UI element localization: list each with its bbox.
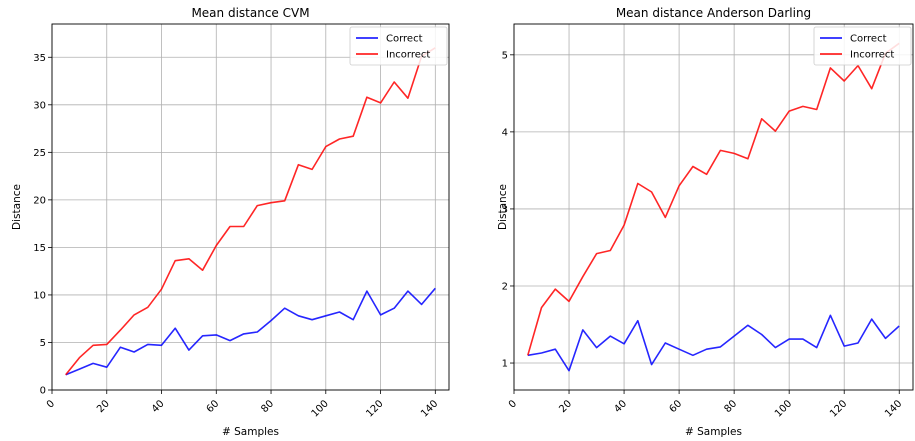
series-line-incorrect	[65, 47, 436, 376]
chart-1: 0 20 40 60 80 100 120 140 0 5 10 15 20 25 30 35 Mean dis…	[11, 6, 450, 438]
x-tick-label: 0	[45, 398, 57, 410]
x-tick-label: 100	[773, 398, 794, 419]
legend-label: Incorrect	[386, 50, 430, 61]
legend-label: Incorrect	[850, 50, 894, 61]
y-tick-label: 5	[502, 50, 508, 61]
x-tick-label: 120	[828, 398, 849, 419]
legend-box	[349, 26, 448, 66]
y-tick-label: 30	[33, 100, 46, 111]
y-tick-label: 2	[502, 281, 508, 292]
y-tick-label: 3	[502, 204, 508, 215]
series-line-correct	[65, 287, 436, 376]
y-tick-label: 5	[40, 338, 46, 349]
legend: Correct Incorrect	[813, 26, 912, 66]
x-tick-label: 40	[150, 398, 167, 415]
chart-2: 0 20 40 60 80 100 120 140 1 2 3 4 5 Mean distance And…	[497, 6, 914, 438]
x-axis-label: # Samples	[222, 426, 279, 438]
x-tick-label: 20	[557, 398, 574, 415]
y-axis-label: Distance	[11, 184, 23, 230]
x-tick-label: 80	[259, 398, 276, 415]
x-tick-label: 40	[612, 398, 629, 415]
y-tick-label: 35	[33, 53, 46, 64]
y-axis-label: Distance	[497, 184, 509, 230]
plot-frame	[51, 23, 450, 391]
y-tick-label: 1	[502, 359, 508, 370]
plot-frame	[513, 23, 914, 391]
x-tick-label: 140	[419, 398, 440, 419]
x-tick-label: 80	[722, 398, 739, 415]
x-tick-label: 120	[364, 398, 385, 419]
y-tick-label: 20	[33, 195, 46, 206]
legend-box	[813, 26, 912, 66]
y-tick-label: 15	[33, 243, 46, 254]
legend-label: Correct	[386, 34, 423, 45]
x-tick-label: 60	[205, 398, 222, 415]
x-tick-label: 0	[507, 398, 519, 410]
series-line-incorrect	[527, 42, 900, 356]
x-tick-label: 140	[883, 398, 904, 419]
series-line-correct	[527, 314, 900, 372]
chart-title: Mean distance Anderson Darling	[616, 6, 811, 20]
x-tick-label: 20	[95, 398, 112, 415]
legend-label: Correct	[850, 34, 887, 45]
x-tick-label: 100	[310, 398, 331, 419]
x-tick-label: 60	[667, 398, 684, 415]
y-tick-label: 10	[33, 290, 46, 301]
y-tick-label: 25	[33, 148, 46, 159]
x-axis-label: # Samples	[685, 426, 742, 438]
legend: Correct Incorrect	[349, 26, 448, 66]
y-tick-label: 4	[502, 127, 508, 138]
chart-title: Mean distance CVM	[191, 6, 309, 20]
y-tick-label: 0	[40, 386, 46, 397]
